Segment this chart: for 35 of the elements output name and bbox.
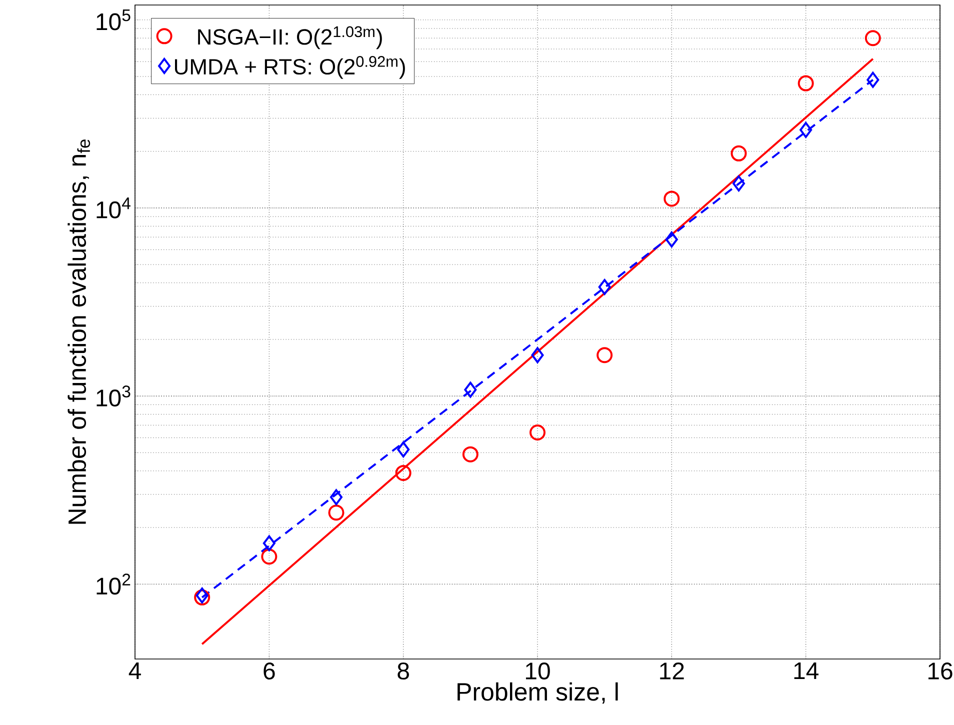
point [665,231,678,248]
point [531,347,544,364]
y-tick-label: 10$^{3}$ [96,386,130,407]
point [596,347,613,364]
point [464,382,477,398]
point [866,72,880,88]
x-axis-title: Problem size, l [458,682,618,704]
y-axis-title: Number of function evaluations, n$_{fe}$ [68,140,90,524]
legend-label: NSGA−II: O(2$^{1.03m}$) [198,26,382,50]
point [261,548,278,565]
point [262,535,276,552]
point [598,279,611,296]
point [864,30,881,46]
point [328,504,344,521]
x-tick-label: 8 [398,662,409,680]
point [800,122,812,138]
point [462,446,478,462]
x-tick-label: 4 [128,662,141,680]
y-tick-label: 10$^{5}$ [96,9,130,30]
x-tick-label: 16 [928,662,952,680]
legend-label: UMDA + RTS: O(2$^{0.92m}$) [175,56,405,79]
x-tick-label: 14 [794,662,818,680]
point [397,441,410,458]
point [798,75,814,92]
point [530,424,546,441]
x-tick-label: 10 [526,662,550,680]
x-tick-label: 12 [660,662,684,680]
y-tick-label: 10$^{2}$ [96,574,130,595]
y-tick-label: 10$^{4}$ [96,198,130,218]
point [395,464,412,481]
point [330,489,343,506]
point [732,175,745,192]
point [730,145,747,162]
point [664,190,680,207]
x-tick-label: 6 [264,662,275,680]
